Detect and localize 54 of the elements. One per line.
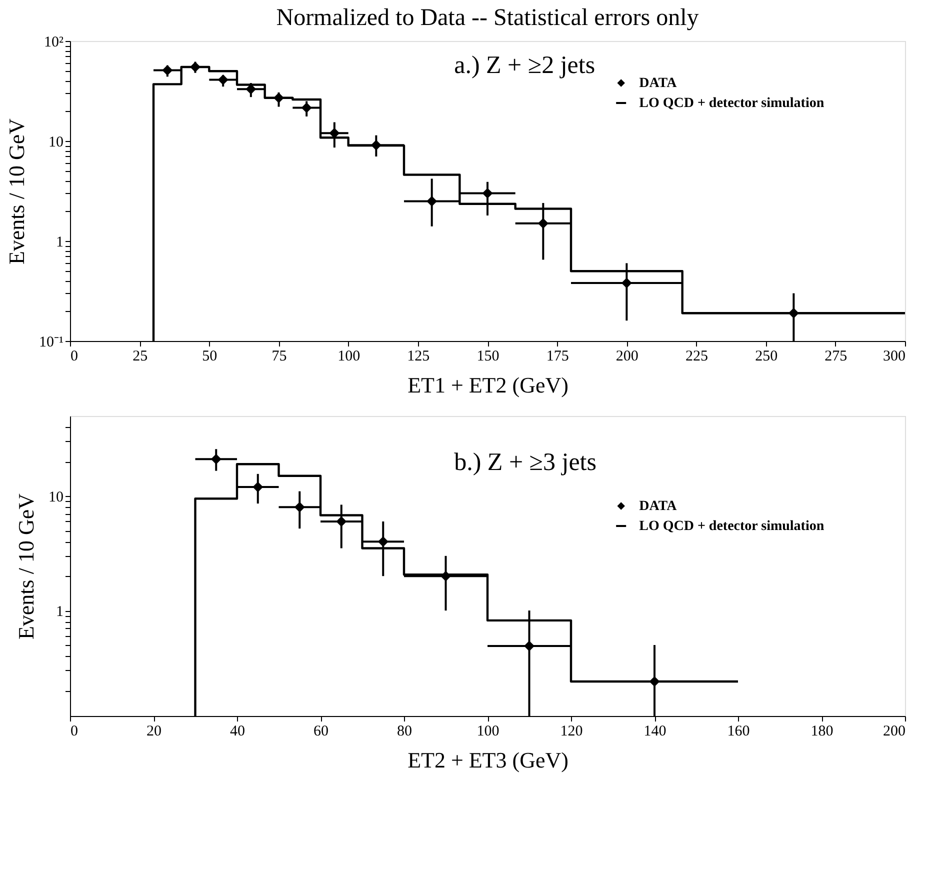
x-axis-title: ET1 + ET2 (GeV) [408,372,568,398]
annotation: b.) Z + ≥3 jets [454,449,596,476]
y-tick-label: 10 [48,490,64,506]
x-tick-label: 100 [338,348,360,364]
point [301,102,312,113]
point [524,640,534,652]
x-tick-label: 250 [755,348,778,364]
point [538,218,548,229]
point [378,536,388,547]
point [252,482,264,492]
y-tick-label: 10 [48,134,64,150]
x-tick-label: 120 [560,724,583,740]
y-tick-label: 1 [56,234,64,250]
x-axis-title: ET2 + ET3 (GeV) [408,748,568,772]
x-tick-label: 200 [883,724,906,740]
annotation: a.) Z + ≥2 jets [454,52,596,79]
x-tick-label: 140 [644,724,666,740]
x-tick-label: 200 [616,348,638,364]
point [621,278,632,288]
x-tick-label: 75 [272,348,287,364]
point [336,516,347,527]
x-tick-label: 20 [146,724,162,740]
x-tick-label: 25 [132,348,148,364]
point [482,188,493,199]
x-tick-label: 100 [476,724,500,740]
chart-title: Normalized to Data -- Statistical errors only [276,5,699,31]
x-tick-label: 300 [883,348,906,364]
legend-label: DATA [639,76,678,91]
legend-label: LO QCD + detector simulation [639,519,824,534]
y-tick-label: 10⁻¹ [39,334,64,350]
x-tick-label: 0 [70,348,78,364]
y-tick-label: 10² [44,34,64,50]
x-tick-label: 80 [397,724,412,740]
x-tick-label: 150 [476,348,500,364]
y-axis-title: Events / 10 GeV [14,493,38,640]
y-axis-title: Events / 10 GeV [4,118,30,265]
y-tick-label: 1 [56,604,64,620]
x-tick-label: 160 [727,724,750,740]
x-tick-label: 175 [546,348,569,364]
point [162,65,173,76]
legend-label: LO QCD + detector simulation [639,96,824,111]
x-tick-label: 50 [202,348,218,364]
legend-label: DATA [639,499,678,514]
x-tick-label: 0 [70,724,78,740]
x-tick-label: 125 [407,348,430,364]
x-tick-label: 275 [824,348,848,364]
point [294,502,305,512]
x-tick-label: 225 [686,348,708,364]
point [426,196,438,206]
x-tick-label: 40 [230,724,245,740]
x-tick-label: 180 [810,724,834,740]
point [218,74,228,85]
point [210,454,222,464]
x-tick-label: 60 [314,724,328,740]
